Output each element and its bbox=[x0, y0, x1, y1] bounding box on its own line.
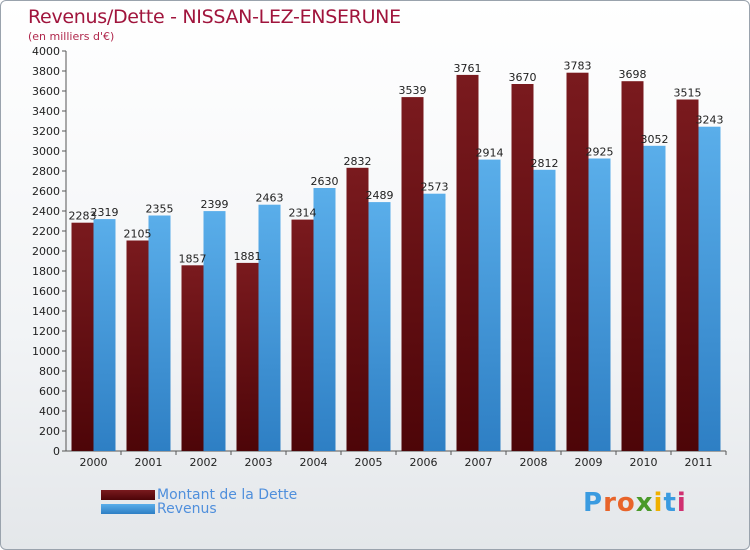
y-tick-label: 3000 bbox=[32, 145, 60, 158]
y-tick-label: 3800 bbox=[32, 65, 60, 78]
bar-dette bbox=[71, 222, 94, 451]
bar-dette bbox=[291, 219, 314, 451]
y-tick-label: 1400 bbox=[32, 305, 60, 318]
bar-revenus bbox=[698, 126, 721, 451]
y-tick-label: 2400 bbox=[32, 205, 60, 218]
legend-label-dette: Montant de la Dette bbox=[157, 487, 298, 503]
bar-revenus bbox=[203, 211, 226, 451]
bar-dette bbox=[236, 262, 259, 451]
data-label-dette: 3698 bbox=[619, 68, 647, 81]
data-label-revenus: 2925 bbox=[586, 146, 614, 159]
bar-revenus bbox=[423, 193, 446, 451]
data-label-revenus: 2812 bbox=[531, 157, 559, 170]
data-label-revenus: 2630 bbox=[311, 175, 339, 188]
x-tick-label: 2004 bbox=[300, 456, 328, 469]
legend-item-dette: Montant de la Dette bbox=[101, 487, 297, 503]
legend-label-revenus: Revenus bbox=[157, 501, 217, 517]
data-label-dette: 2832 bbox=[344, 155, 372, 168]
y-tick-label: 800 bbox=[39, 365, 60, 378]
x-tick-label: 2005 bbox=[355, 456, 383, 469]
x-tick-label: 2009 bbox=[575, 456, 603, 469]
data-label-dette: 3783 bbox=[564, 60, 592, 73]
chart-title: Revenus/Dette - NISSAN-LEZ-ENSERUNE bbox=[28, 6, 401, 28]
data-label-revenus: 2573 bbox=[421, 181, 449, 194]
x-tick-label: 2000 bbox=[80, 456, 108, 469]
y-tick-label: 2600 bbox=[32, 185, 60, 198]
data-label-dette: 2105 bbox=[124, 228, 152, 241]
data-label-revenus: 2355 bbox=[146, 203, 174, 216]
y-tick-label: 1600 bbox=[32, 285, 60, 298]
logo-letter: i bbox=[653, 488, 664, 518]
logo-letter: x bbox=[635, 488, 654, 518]
x-tick-label: 2007 bbox=[465, 456, 493, 469]
bar-dette bbox=[401, 97, 424, 451]
legend-swatch-revenus bbox=[101, 504, 155, 514]
y-tick-label: 200 bbox=[39, 425, 60, 438]
data-label-revenus: 2489 bbox=[366, 189, 394, 202]
chart-subtitle: (en milliers d'€) bbox=[28, 30, 115, 43]
bar-dette bbox=[511, 84, 534, 451]
x-tick-label: 2008 bbox=[520, 456, 548, 469]
y-tick-label: 1800 bbox=[32, 265, 60, 278]
data-label-revenus: 3243 bbox=[696, 114, 724, 127]
y-tick-label: 0 bbox=[53, 445, 60, 458]
x-tick-label: 2011 bbox=[685, 456, 713, 469]
bar-revenus bbox=[93, 219, 116, 451]
y-tick-label: 2800 bbox=[32, 165, 60, 178]
y-tick-label: 600 bbox=[39, 385, 60, 398]
data-label-revenus: 2463 bbox=[256, 192, 284, 205]
data-label-dette: 3539 bbox=[399, 84, 427, 97]
bar-dette bbox=[621, 81, 644, 451]
bar-revenus bbox=[533, 169, 556, 452]
bar-dette bbox=[126, 240, 149, 451]
data-label-dette: 1881 bbox=[234, 250, 262, 263]
bar-revenus bbox=[313, 188, 336, 451]
bar-revenus bbox=[258, 204, 281, 451]
x-tick-label: 2001 bbox=[135, 456, 163, 469]
bar-revenus bbox=[643, 145, 666, 452]
y-tick-label: 3200 bbox=[32, 125, 60, 138]
bar-revenus bbox=[478, 159, 501, 451]
y-tick-label: 1200 bbox=[32, 325, 60, 338]
y-tick-label: 2000 bbox=[32, 245, 60, 258]
logo-letter: P bbox=[583, 488, 604, 518]
x-tick-label: 2003 bbox=[245, 456, 273, 469]
x-tick-label: 2002 bbox=[190, 456, 218, 469]
y-tick-label: 1000 bbox=[32, 345, 60, 358]
bar-revenus bbox=[588, 158, 611, 451]
data-label-dette: 2314 bbox=[289, 207, 317, 220]
data-label-dette: 3761 bbox=[454, 62, 482, 75]
data-label-revenus: 2399 bbox=[201, 198, 229, 211]
logo-letter: r bbox=[603, 488, 617, 518]
y-tick-label: 3600 bbox=[32, 85, 60, 98]
data-label-dette: 2283 bbox=[69, 210, 97, 223]
logo-letter: i bbox=[676, 488, 687, 518]
logo-letter: o bbox=[616, 488, 636, 518]
data-label-dette: 1857 bbox=[179, 252, 207, 265]
y-tick-label: 400 bbox=[39, 405, 60, 418]
bar-revenus bbox=[148, 215, 171, 451]
legend-item-revenus: Revenus bbox=[101, 501, 217, 517]
y-tick-label: 2200 bbox=[32, 225, 60, 238]
data-label-revenus: 3052 bbox=[641, 133, 669, 146]
bar-dette bbox=[181, 265, 204, 451]
data-label-dette: 3515 bbox=[674, 87, 702, 100]
bar-dette bbox=[676, 99, 699, 451]
bar-dette bbox=[456, 74, 479, 452]
data-label-dette: 3670 bbox=[509, 71, 537, 84]
bar-dette bbox=[346, 167, 369, 452]
bar-dette bbox=[566, 72, 589, 451]
data-label-revenus: 2319 bbox=[91, 206, 119, 219]
x-tick-label: 2010 bbox=[630, 456, 658, 469]
legend-swatch-dette bbox=[101, 490, 155, 500]
logo-letter: t bbox=[663, 488, 677, 518]
y-tick-label: 3400 bbox=[32, 105, 60, 118]
bar-revenus bbox=[368, 202, 391, 451]
y-tick-label: 4000 bbox=[32, 45, 60, 58]
proxiti-logo: Proxiti bbox=[583, 488, 687, 518]
data-label-revenus: 2914 bbox=[476, 147, 504, 160]
x-tick-label: 2006 bbox=[410, 456, 438, 469]
